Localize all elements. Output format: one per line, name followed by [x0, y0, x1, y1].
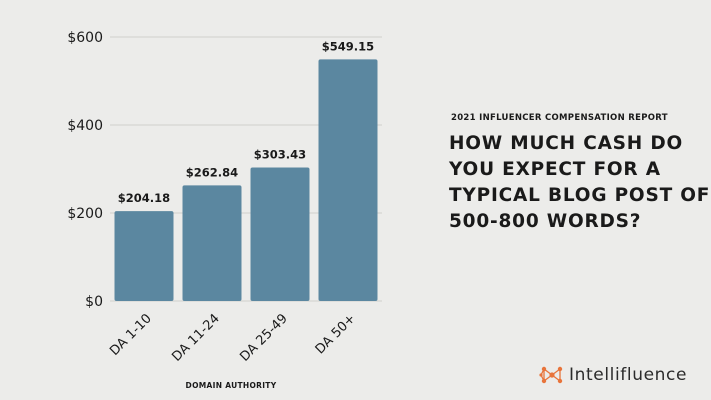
data-label: $549.15: [322, 39, 374, 53]
report-kicker: 2021 INFLUENCER COMPENSATION REPORT: [451, 113, 668, 123]
brand-name: Intellifluence: [569, 365, 688, 385]
bar: [318, 59, 378, 302]
y-tick-label: $600: [67, 30, 103, 46]
data-label: $262.84: [186, 165, 238, 179]
brand-logo: Intellifluence: [539, 362, 687, 388]
bars: [114, 59, 378, 302]
bar: [114, 211, 174, 301]
x-axis-title: DOMAIN AUTHORITY: [186, 381, 277, 390]
y-tick-label: $0: [85, 294, 103, 310]
bar: [250, 167, 310, 301]
y-tick-label: $200: [67, 206, 103, 222]
network-nodes-icon: [539, 366, 563, 384]
x-tick-label: DA 11-24: [169, 311, 222, 364]
x-axis-categories: DA 1-10 DA 11-24 DA 25-49 DA 50+: [107, 311, 359, 364]
data-labels: $204.18 $262.84 $303.43 $549.15: [118, 39, 374, 205]
data-label: $204.18: [118, 191, 170, 205]
x-tick-label: DA 25-49: [237, 311, 290, 364]
y-axis-ticks: $0 $200 $400 $600: [67, 30, 103, 310]
bar: [182, 185, 242, 301]
data-label: $303.43: [254, 147, 306, 161]
x-tick-label: DA 50+: [313, 311, 359, 357]
x-tick-label: DA 1-10: [107, 311, 155, 359]
bar-chart: $0 $200 $400 $600 $204.18 $262.84 $303.43 $549…: [67, 30, 382, 390]
report-title: HOW MUCH CASH DO YOU EXPECT FOR A TYPICA…: [449, 133, 711, 232]
y-tick-label: $400: [67, 118, 103, 134]
